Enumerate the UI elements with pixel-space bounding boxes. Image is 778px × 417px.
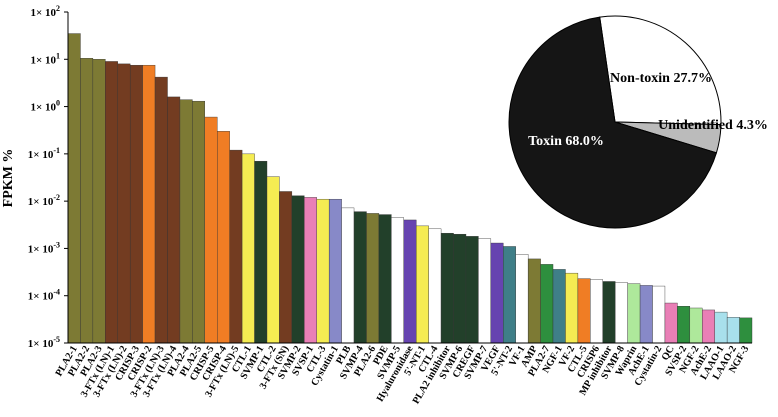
bar: [416, 225, 429, 344]
bar: [217, 131, 230, 344]
bar: [129, 64, 143, 344]
bar: [590, 279, 603, 344]
y-axis-title: FPKM %: [1, 149, 16, 208]
bar: [241, 153, 255, 344]
bar: [527, 258, 541, 344]
y-tick-label: 1× 10-1: [28, 146, 60, 161]
bar: [316, 198, 330, 344]
bar: [105, 61, 118, 344]
bar: [689, 307, 703, 344]
bar: [714, 311, 728, 344]
bar: [540, 264, 554, 344]
bar: [664, 302, 678, 344]
bar: [229, 149, 243, 344]
bar: [304, 197, 317, 344]
bar: [478, 238, 492, 344]
bar-group: [67, 33, 753, 344]
y-tick-group: 1× 102 1× 101 1× 100 1× 10-1 1× 10-2 1× 10-3 1…: [28, 4, 68, 350]
bar: [702, 309, 715, 344]
bar: [515, 254, 529, 344]
pie-label-toxin: Toxin 68.0%: [528, 134, 604, 149]
bar: [391, 217, 404, 344]
bar: [192, 100, 206, 344]
bar: [92, 59, 106, 344]
pie-label-unidentified: Unidentified 4.3%: [658, 118, 768, 133]
pie-label-non-toxin: Non-toxin 27.7%: [610, 71, 712, 86]
bar: [254, 160, 268, 344]
bar: [154, 76, 168, 344]
bar: [565, 272, 579, 344]
bar: [453, 233, 467, 344]
y-tick-label: 1× 10-5: [28, 335, 60, 350]
bar: [639, 285, 653, 344]
bar: [366, 213, 380, 344]
bar: [279, 191, 293, 344]
bar: [503, 246, 516, 344]
y-tick-label: 1× 10-4: [28, 288, 60, 303]
bar: [440, 232, 454, 344]
pie-chart: Toxin 68.0% Non-toxin 27.7% Unidentified…: [508, 15, 768, 229]
bar: [577, 278, 591, 344]
bar: [341, 207, 355, 344]
bar: [378, 214, 392, 344]
y-tick-label: 1× 101: [30, 51, 60, 66]
bar: [739, 317, 753, 344]
bar: [291, 195, 305, 344]
bar: [266, 176, 280, 344]
bar: [677, 306, 691, 344]
bar: [117, 63, 131, 344]
y-tick-label: 1× 10-3: [28, 240, 60, 255]
y-tick-label: 1× 100: [30, 99, 60, 114]
y-tick-label: 1× 102: [30, 4, 60, 19]
bar: [652, 285, 666, 344]
bar: [552, 269, 566, 344]
bar: [179, 99, 193, 344]
bar: [142, 64, 156, 344]
bar: [204, 116, 218, 344]
bar: [615, 282, 628, 344]
y-tick-label: 1× 10-2: [28, 193, 60, 208]
bar: [167, 96, 181, 344]
bar: [627, 283, 641, 344]
bar: [328, 198, 342, 344]
bar: [353, 211, 367, 344]
bar: [428, 228, 442, 344]
bar: [602, 281, 616, 344]
pie-slice-group: [508, 15, 722, 229]
bar: [465, 236, 479, 344]
bar: [726, 317, 740, 344]
pie-slice: [508, 16, 718, 229]
pie-slice: [599, 15, 722, 126]
bar: [403, 219, 417, 344]
bar: [490, 242, 504, 344]
bar: [67, 33, 81, 344]
bar: [80, 58, 94, 344]
